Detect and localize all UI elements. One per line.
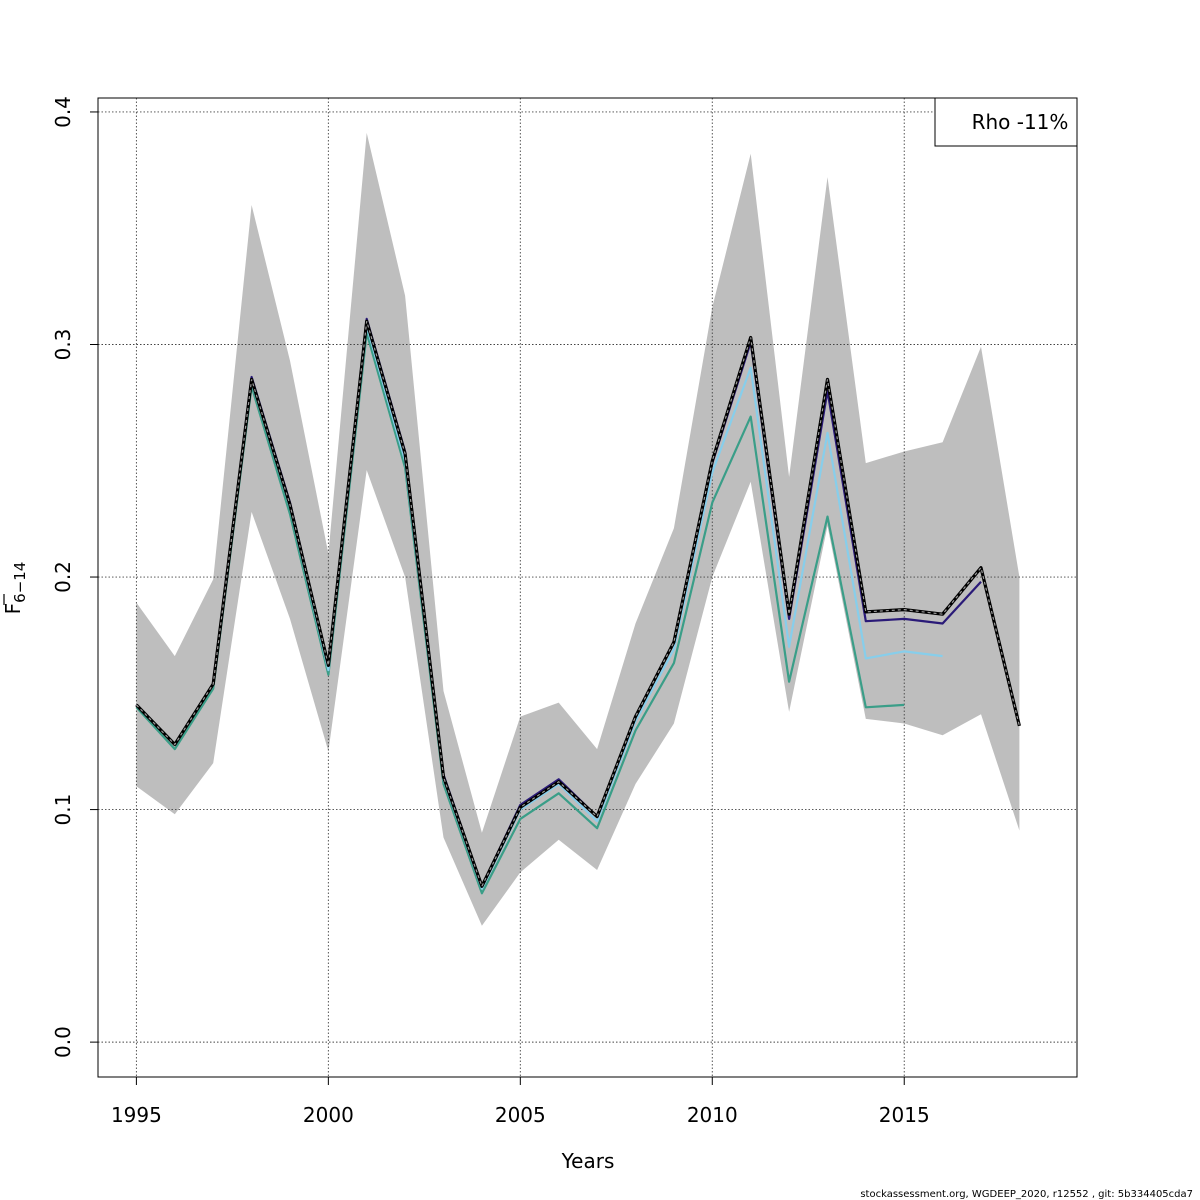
series-line-0 bbox=[135, 331, 905, 895]
y-axis-title: F6−14 bbox=[1, 562, 29, 615]
y-tick-label: 0.3 bbox=[51, 329, 75, 361]
x-axis-title: Years bbox=[561, 1149, 615, 1173]
legend: Rho -11% bbox=[934, 97, 1078, 147]
y-tick-label: 0.0 bbox=[51, 1026, 75, 1058]
y-axis-title-subscript: 6−14 bbox=[11, 562, 29, 603]
x-axis: 1995 2000 2005 2010 2015 bbox=[111, 1077, 930, 1127]
x-tick-label: 2010 bbox=[687, 1103, 738, 1127]
y-tick-label: 0.1 bbox=[51, 794, 75, 826]
confidence-band-layer bbox=[136, 132, 1020, 926]
x-tick-label: 2000 bbox=[303, 1103, 354, 1127]
y-tick-label: 0.4 bbox=[51, 96, 75, 128]
series-layer bbox=[135, 317, 1021, 895]
y-tick-label: 0.2 bbox=[51, 561, 75, 593]
series-line-3-outline bbox=[135, 319, 1021, 888]
svg-text:F6−14: F6−14 bbox=[1, 562, 29, 615]
footer-note: stockassessment.org, WGDEEP_2020, r12552… bbox=[860, 1189, 1193, 1200]
x-tick-label: 1995 bbox=[111, 1103, 162, 1127]
x-tick-label: 2015 bbox=[879, 1103, 930, 1127]
y-axis-title-base: F bbox=[1, 603, 25, 615]
y-axis: 0.0 0.1 0.2 0.3 0.4 bbox=[51, 96, 98, 1058]
confidence-band bbox=[136, 132, 1020, 926]
legend-box bbox=[934, 97, 1078, 147]
grid-layer bbox=[98, 98, 1077, 1077]
plot-frame bbox=[97, 97, 1078, 1078]
legend-text: Rho -11% bbox=[972, 110, 1069, 134]
x-tick-label: 2005 bbox=[495, 1103, 546, 1127]
